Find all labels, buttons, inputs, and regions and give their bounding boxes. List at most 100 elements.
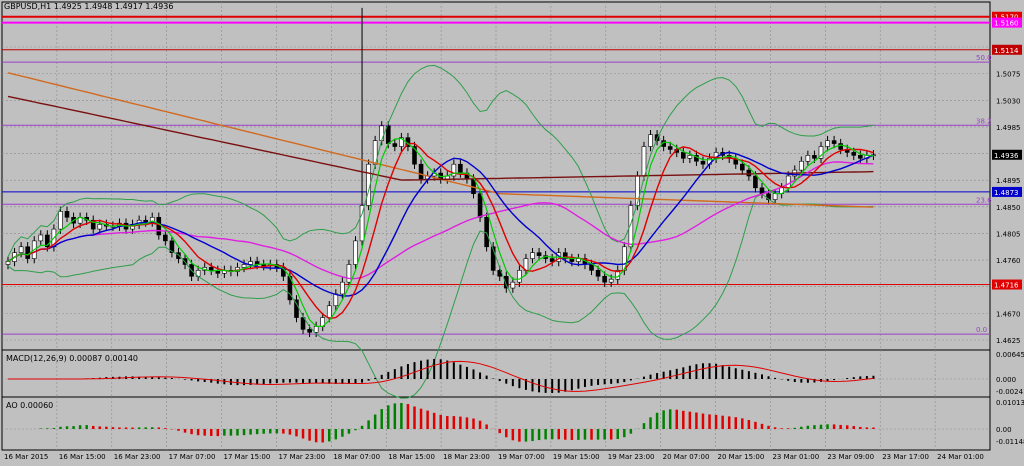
candle-body [359, 205, 365, 242]
candle-body [208, 267, 214, 271]
price-tag-box [992, 44, 1022, 55]
time-label: 17 Mar 15:00 [224, 453, 271, 461]
candle-body [412, 146, 417, 165]
candle-body [418, 163, 424, 180]
candle-body [149, 216, 155, 223]
candle-body [805, 155, 811, 162]
candle-body [753, 175, 758, 189]
candle-body [38, 234, 44, 242]
price-tick: 1.5075 [996, 71, 1021, 79]
candle-body [628, 205, 634, 248]
candle-body [18, 246, 24, 253]
candle-body [326, 305, 332, 318]
ao-title: AO 0.00060 [6, 401, 54, 410]
candle-body [595, 270, 601, 277]
candle-body [169, 240, 175, 253]
price-tick: 1.4805 [996, 230, 1021, 238]
candle-body [602, 275, 607, 283]
candle-body [90, 219, 96, 230]
symbol-ohlc-header: GBPUSD,H1 1.4925 1.4948 1.4917 1.4936 [4, 2, 173, 11]
time-label: 18 Mar 23:00 [443, 453, 490, 461]
price-tick: 1.4760 [996, 257, 1021, 265]
candle-body [562, 252, 568, 259]
price-tick: 1.4895 [996, 177, 1021, 185]
price-tick: 1.4850 [996, 204, 1021, 212]
time-label: 18 Mar 07:00 [333, 453, 380, 461]
price-tag-label: 1.5114 [994, 47, 1019, 55]
candle-body [503, 275, 509, 289]
ao-tick: 0.01013 [996, 399, 1024, 407]
candle-body [818, 146, 824, 159]
candle-body [858, 155, 863, 159]
candle-body [163, 234, 168, 242]
candle-body [799, 160, 804, 171]
candle-body [379, 125, 385, 141]
candle-body [241, 264, 247, 268]
candle-body [772, 193, 778, 200]
pane-frame-2 [1, 349, 991, 398]
candle-body [25, 246, 30, 259]
macd-signal [8, 360, 874, 392]
candle-body [549, 258, 555, 262]
candle-body [176, 252, 181, 259]
candle-body [58, 211, 63, 230]
macd-tick: -0.00241 [996, 388, 1024, 396]
ma-darkred [7, 95, 874, 181]
price-tick: 1.4625 [996, 337, 1021, 345]
candle-body [530, 252, 535, 259]
time-label: 16 Mar 15:00 [59, 453, 106, 461]
ohlc-values: 1.4925 1.4948 1.4917 1.4936 [53, 2, 174, 11]
candle-body [353, 240, 358, 265]
fibo-label: 0.0 [976, 326, 987, 334]
price-tag-box [992, 149, 1022, 160]
candle-body [740, 163, 745, 171]
ma-orange [7, 72, 874, 208]
candle-body [294, 299, 299, 318]
ao-tick: -0.01148 [996, 438, 1024, 446]
candle-body [64, 211, 70, 218]
candle-body [307, 329, 312, 333]
candle-body [5, 261, 11, 265]
fibo-label: 50.0 [976, 54, 992, 62]
symbol-label: GBPUSD,H1 [4, 2, 52, 11]
candle-body [490, 246, 496, 271]
ao-tick: 0.00 [996, 426, 1012, 434]
time-label: 19 Mar 23:00 [608, 453, 655, 461]
price-tag-box [992, 11, 1022, 22]
ma-green [7, 137, 874, 327]
ma-red [7, 142, 874, 320]
candle-body [733, 158, 739, 165]
time-label: 20 Mar 07:00 [663, 453, 710, 461]
candle-body [635, 175, 640, 206]
time-label: 17 Mar 23:00 [278, 453, 325, 461]
candle-body [385, 125, 391, 144]
price-tag-label: 1.5160 [994, 20, 1019, 28]
fibo-label: 38.2 [976, 117, 992, 125]
candle-body [510, 281, 516, 289]
price-tag-label: 1.4716 [994, 282, 1019, 290]
time-label: 23 Mar 01:00 [772, 453, 819, 461]
time-label: 16 Mar 2015 [4, 453, 48, 461]
bollinger-lower [7, 193, 874, 399]
bollinger-upper [7, 64, 874, 258]
candle-body [831, 140, 837, 144]
price-tick: 1.5030 [996, 97, 1021, 105]
price-tag-label: 1.4873 [994, 189, 1019, 197]
candle-body [838, 143, 843, 150]
time-label: 23 Mar 09:00 [827, 453, 874, 461]
candle-body [392, 143, 398, 147]
candle-body [589, 264, 594, 271]
candle-body [825, 140, 830, 147]
time-label: 18 Mar 15:00 [388, 453, 435, 461]
candle-body [517, 270, 522, 283]
price-tick: 1.4670 [996, 310, 1021, 318]
candle-body [700, 160, 706, 165]
candle-body [458, 163, 463, 174]
candle-body [687, 155, 693, 159]
macd-tick: 0.00645 [996, 351, 1024, 359]
candle-body [785, 175, 791, 189]
time-label: 20 Mar 15:00 [718, 453, 765, 461]
candle-body [608, 278, 614, 283]
